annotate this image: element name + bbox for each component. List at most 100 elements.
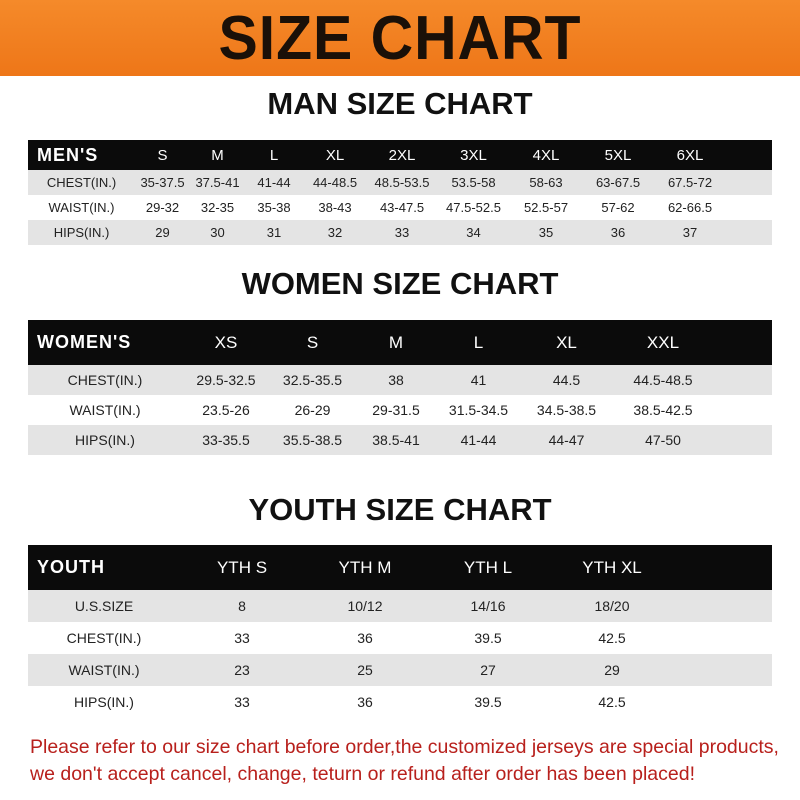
table-row: HIPS(IN.) 33-35.5 35.5-38.5 38.5-41 41-44 44-… xyxy=(28,425,772,455)
cell: 36 xyxy=(357,694,373,710)
row-label: CHEST(IN.) xyxy=(46,175,117,190)
cell: 52.5-57 xyxy=(523,200,569,215)
cell: 63-67.5 xyxy=(595,175,641,190)
notice-line-2: we don't accept cancel, change, teturn o… xyxy=(30,763,695,785)
table-row: WAIST(IN.) 23.5-26 26-29 29-31.5 31.5-34.5 34… xyxy=(28,395,772,425)
cell: 37 xyxy=(682,225,698,240)
cell: 44-48.5 xyxy=(312,175,358,190)
cell: XXL xyxy=(646,332,680,352)
cell: 33 xyxy=(234,694,250,710)
table-row: CHEST(IN.) 35-37.5 37.5-41 41-44 44-48.5 48.5… xyxy=(28,170,772,195)
cell: 35-38 xyxy=(257,200,291,215)
youth-size-table: YOUTH YTH S YTH M YTH L YTH XL U.S.SIZE 8 10/12… xyxy=(28,545,772,718)
cell: 44.5 xyxy=(552,372,581,388)
cell: 39.5 xyxy=(474,630,502,646)
cell: 34.5-38.5 xyxy=(536,402,597,418)
cell: 41-44 xyxy=(257,175,291,190)
cell: 43-47.5 xyxy=(379,200,425,215)
cell: 41 xyxy=(470,372,487,388)
cell: 44-47 xyxy=(548,432,585,448)
header-row: MEN'S S M L XL 2XL 3XL 4XL 5XL 6XL xyxy=(28,140,772,170)
cell: 57-62 xyxy=(601,200,635,215)
women-title: WOMEN SIZE CHART xyxy=(241,266,559,301)
cell: 53.5-58 xyxy=(451,175,496,190)
cell: 3XL xyxy=(460,146,487,164)
cell: 48.5-53.5 xyxy=(374,175,430,190)
row-label: WAIST(IN.) xyxy=(68,662,140,678)
cell: 47-50 xyxy=(645,432,681,448)
row-label: MEN'S xyxy=(37,144,99,165)
table-row: HIPS(IN.) 33 36 39.5 42.5 xyxy=(28,686,772,718)
cell: 33-35.5 xyxy=(202,432,250,448)
banner-title: SIZE CHART xyxy=(218,3,582,73)
cell: 67.5-72 xyxy=(667,175,713,190)
cell: XS xyxy=(214,332,238,352)
cell: 31 xyxy=(266,225,282,240)
men-size-table: MEN'S S M L XL 2XL 3XL 4XL 5XL 6XL CHEST(IN.) 35-37… xyxy=(28,140,772,245)
table-row: WAIST(IN.) 23 25 27 29 xyxy=(28,654,772,686)
cell: 38.5-41 xyxy=(372,432,420,448)
cell: 32 xyxy=(327,225,343,240)
cell: YTH L xyxy=(463,557,513,577)
cell: 35 xyxy=(538,225,554,240)
cell: 32-35 xyxy=(200,200,235,215)
cell: 39.5 xyxy=(474,694,502,710)
cell: 4XL xyxy=(532,146,560,164)
table-row: U.S.SIZE 8 10/12 14/16 18/20 xyxy=(28,590,772,622)
cell: YTH S xyxy=(216,557,268,577)
cell: 2XL xyxy=(388,146,416,164)
cell: 38-43 xyxy=(318,200,352,215)
cell: 41-44 xyxy=(460,432,497,448)
cell: 26-29 xyxy=(294,402,331,418)
row-label: WAIST(IN.) xyxy=(69,402,141,418)
cell: 30 xyxy=(210,225,225,240)
cell: 14/16 xyxy=(470,598,506,614)
cell: 35-37.5 xyxy=(140,175,185,190)
cell: YTH XL xyxy=(582,557,642,577)
row-label: HIPS(IN.) xyxy=(74,694,134,710)
header-row: YOUTH YTH S YTH M YTH L YTH XL xyxy=(28,545,772,590)
cell: 32.5-35.5 xyxy=(282,372,343,388)
cell: 27 xyxy=(480,662,496,678)
cell: 38.5-42.5 xyxy=(633,402,693,418)
cell: L xyxy=(269,146,279,164)
row-label: WAIST(IN.) xyxy=(48,200,115,215)
header-row: WOMEN'S XS S M L XL XXL xyxy=(28,320,772,365)
cell: 18/20 xyxy=(594,598,630,614)
cell: 33 xyxy=(234,630,250,646)
cell: 5XL xyxy=(604,146,632,164)
table-row: CHEST(IN.) 33 36 39.5 42.5 xyxy=(28,622,772,654)
cell: 29 xyxy=(155,225,170,240)
row-label: CHEST(IN.) xyxy=(67,372,143,388)
cell: S xyxy=(306,332,319,352)
cell: 10/12 xyxy=(347,598,383,614)
cell: 8 xyxy=(238,598,246,614)
cell: 29-32 xyxy=(145,200,180,215)
cell: 42.5 xyxy=(598,630,626,646)
cell: XL xyxy=(325,146,345,164)
row-label: HIPS(IN.) xyxy=(75,432,135,448)
cell: L xyxy=(473,332,484,352)
cell: M xyxy=(211,146,224,164)
cell: 44.5-48.5 xyxy=(633,372,693,388)
cell: 34 xyxy=(466,225,481,240)
size-chart-banner: SIZE CHART xyxy=(0,0,800,76)
row-label: U.S.SIZE xyxy=(74,598,134,614)
cell: 42.5 xyxy=(598,694,626,710)
cell: 25 xyxy=(357,662,373,678)
cell: 36 xyxy=(610,225,626,240)
cell: 31.5-34.5 xyxy=(448,402,509,418)
cell: 58-63 xyxy=(529,175,563,190)
cell: 35.5-38.5 xyxy=(282,432,343,448)
cell: 29-31.5 xyxy=(372,402,420,418)
cell: 62-66.5 xyxy=(667,200,713,215)
cell: 37.5-41 xyxy=(195,175,240,190)
cell: 47.5-52.5 xyxy=(446,200,501,215)
cell: 6XL xyxy=(676,146,704,164)
row-label: CHEST(IN.) xyxy=(66,630,142,646)
table-row: CHEST(IN.) 29.5-32.5 32.5-35.5 38 41 44.5 44.5… xyxy=(28,365,772,395)
youth-title: YOUTH SIZE CHART xyxy=(248,492,552,527)
cell: 29.5-32.5 xyxy=(196,372,256,388)
row-label: WOMEN'S xyxy=(37,332,132,352)
order-notice: Please refer to our size chart before or… xyxy=(30,734,790,788)
